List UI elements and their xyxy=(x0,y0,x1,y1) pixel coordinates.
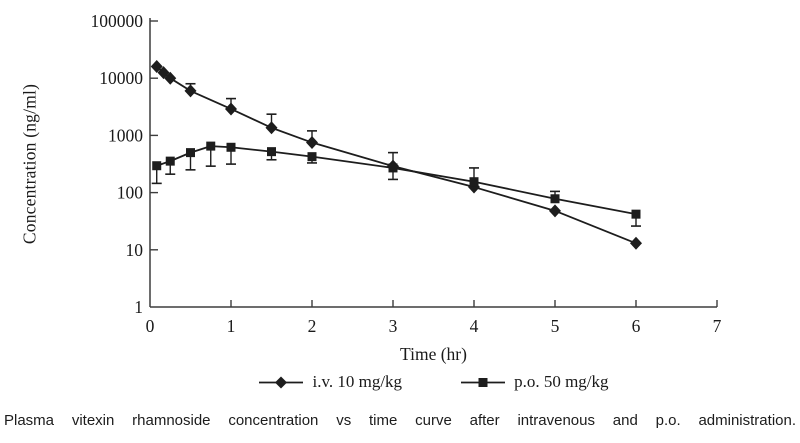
data-point-square xyxy=(388,163,398,173)
data-point-square xyxy=(206,141,216,151)
y-tick-label: 10 xyxy=(126,240,144,260)
series-line-0 xyxy=(156,65,637,245)
data-point-diamond xyxy=(265,121,278,135)
x-tick-label: 0 xyxy=(146,316,155,336)
legend: i.v. 10 mg/kg p.o. 50 mg/kg xyxy=(150,372,717,392)
data-point-square xyxy=(165,156,175,166)
y-tick-label: 100 xyxy=(117,183,144,203)
data-point-diamond xyxy=(164,71,177,85)
data-point-square xyxy=(550,194,560,204)
square-marker-icon xyxy=(461,377,506,387)
x-tick-label: 1 xyxy=(227,316,236,336)
data-point-square xyxy=(469,177,479,187)
data-point-square xyxy=(152,161,162,171)
x-tick-label: 2 xyxy=(308,316,317,336)
legend-label-po: p.o. 50 mg/kg xyxy=(514,372,609,391)
y-tick-label: 1 xyxy=(134,297,143,317)
x-tick-label: 4 xyxy=(470,316,479,336)
data-point-diamond xyxy=(306,136,318,150)
y-tick-label: 100000 xyxy=(91,11,144,31)
legend-label-iv: i.v. 10 mg/kg xyxy=(312,372,403,391)
data-point-diamond xyxy=(549,204,561,218)
data-point-square xyxy=(267,147,276,157)
data-point-square xyxy=(631,209,641,219)
data-point-square xyxy=(186,148,195,158)
diamond-marker-icon xyxy=(259,376,304,388)
y-tick-label: 1000 xyxy=(108,125,143,145)
data-point-diamond xyxy=(225,102,237,116)
x-tick-label: 5 xyxy=(551,316,560,336)
legend-item-iv: i.v. 10 mg/kg xyxy=(258,372,402,392)
data-point-diamond xyxy=(150,60,163,74)
x-tick-label: 6 xyxy=(632,316,641,336)
x-tick-label: 7 xyxy=(713,316,722,336)
data-point-diamond xyxy=(630,236,642,250)
data-point-square xyxy=(307,152,317,162)
figure-caption: Plasma vitexin rhamnoside concentration … xyxy=(4,412,796,429)
data-point-diamond xyxy=(184,84,197,98)
x-tick-label: 3 xyxy=(389,316,398,336)
data-point-square xyxy=(226,142,236,152)
x-axis-label: Time (hr) xyxy=(400,344,467,364)
legend-item-po: p.o. 50 mg/kg xyxy=(460,372,609,392)
y-tick-label: 10000 xyxy=(99,68,143,88)
y-axis-label: Concentration (ng/ml) xyxy=(19,83,40,245)
